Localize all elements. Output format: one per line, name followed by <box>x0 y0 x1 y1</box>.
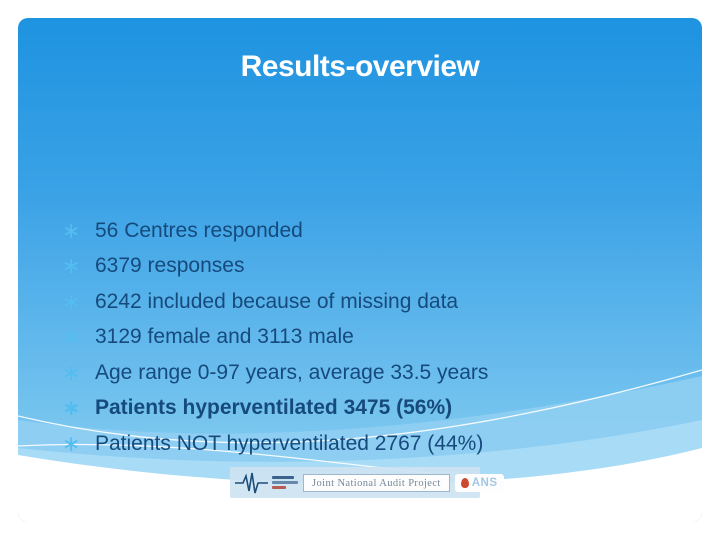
asterisk-bullet-icon: ∗ <box>62 324 81 350</box>
project-name-label: Joint National Audit Project <box>303 473 450 492</box>
ans-logo: ANS <box>454 473 504 492</box>
bullet-item-included: ∗ 6242 included because of missing data <box>62 284 662 320</box>
bullet-item-responses: ∗ 6379 responses <box>62 249 662 285</box>
bullet-item-gender: ∗ 3129 female and 3113 male <box>62 320 662 356</box>
logo-fineprint <box>272 476 298 489</box>
bullet-text: 56 Centres responded <box>95 218 303 242</box>
asterisk-bullet-icon: ∗ <box>62 359 81 385</box>
results-bullet-list: ∗ 56 Centres responded ∗ 6379 responses … <box>62 213 662 462</box>
bullet-text: 6379 responses <box>95 254 245 278</box>
ans-label: ANS <box>471 476 498 489</box>
bullet-item-not-hyperventilated: ∗ Patients NOT hyperventilated 2767 (44%… <box>62 426 662 462</box>
bullet-item-centres: ∗ 56 Centres responded <box>62 213 662 249</box>
bullet-text: Patients hyperventilated 3475 (56%) <box>95 396 453 420</box>
slide-canvas: Results-overview ∗ 56 Centres responded … <box>18 18 702 522</box>
bullet-text: Patients NOT hyperventilated 2767 (44%) <box>95 431 484 455</box>
bullet-text: 3129 female and 3113 male <box>95 325 354 349</box>
asterisk-bullet-icon: ∗ <box>62 253 81 279</box>
bullet-text: 6242 included because of missing data <box>95 289 459 313</box>
bullet-text: Age range 0-97 years, average 33.5 years <box>95 360 489 384</box>
ans-brain-icon <box>460 477 469 488</box>
ecg-trace-icon <box>235 472 268 493</box>
ecg-logo <box>235 471 298 495</box>
bullet-item-age: ∗ Age range 0-97 years, average 33.5 yea… <box>62 355 662 391</box>
asterisk-bullet-icon: ∗ <box>62 217 81 243</box>
bullet-item-hyperventilated: ∗ Patients hyperventilated 3475 (56%) <box>62 391 662 427</box>
slide-title: Results-overview <box>240 50 480 83</box>
audit-project-logo-banner: Joint National Audit Project ANS <box>230 467 504 498</box>
asterisk-bullet-icon: ∗ <box>62 430 81 456</box>
asterisk-bullet-icon: ∗ <box>62 288 81 314</box>
asterisk-bullet-icon: ∗ <box>62 395 81 421</box>
